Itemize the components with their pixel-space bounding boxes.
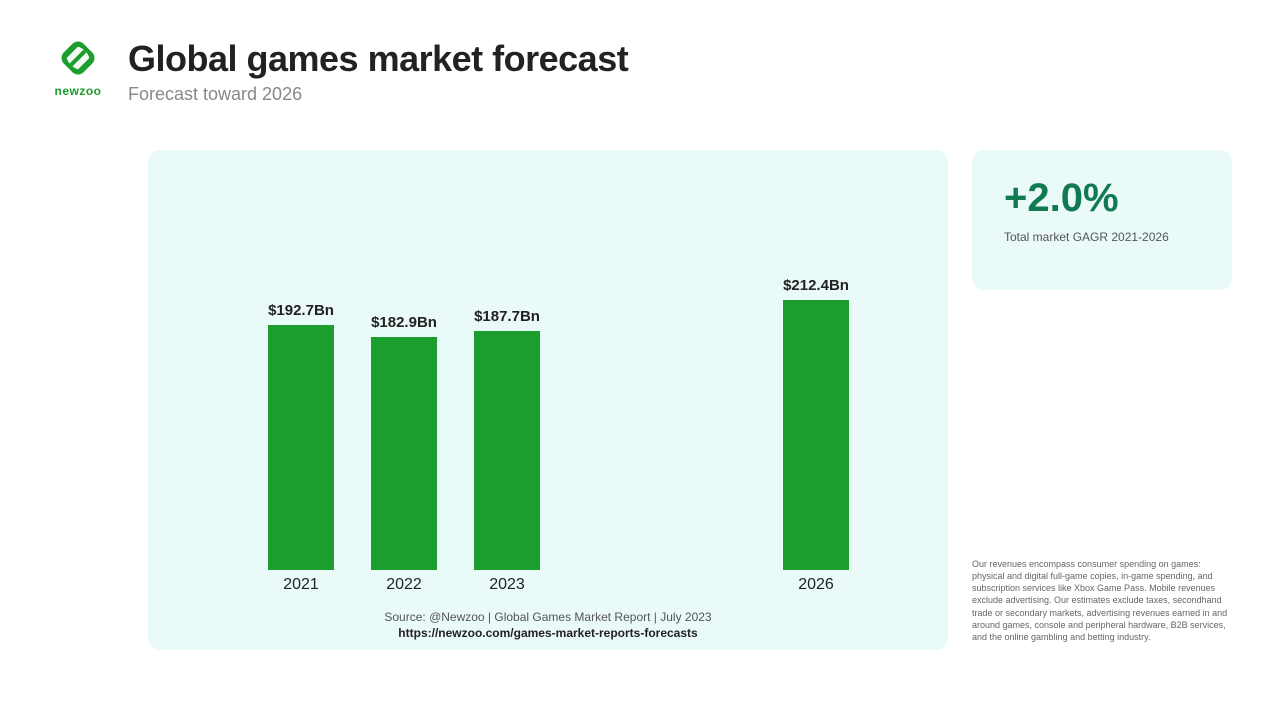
axis-label-2021: 2021 [268, 576, 334, 594]
cagr-value: +2.0% [1004, 178, 1208, 218]
chart-panel: $192.7Bn$182.9Bn$187.7Bn$212.4Bn 2021202… [148, 150, 948, 650]
axis-label-2026: 2026 [783, 576, 849, 594]
cagr-panel: +2.0% Total market GAGR 2021-2026 [972, 150, 1232, 290]
axis-row: 2021 2022 2023 2026 [188, 570, 908, 598]
axis-label-2022: 2022 [371, 576, 437, 594]
bar-rect [268, 325, 334, 570]
bar-2021: $192.7Bn [268, 302, 334, 570]
bar-2026: $212.4Bn [783, 277, 849, 570]
bar-value-label: $187.7Bn [474, 308, 540, 325]
bar-value-label: $182.9Bn [371, 314, 437, 331]
bar-value-label: $212.4Bn [783, 277, 849, 294]
bar-rect [474, 331, 540, 570]
brand-name: newzoo [55, 84, 102, 98]
bar-2022: $182.9Bn [371, 314, 437, 570]
bar-2023: $187.7Bn [474, 308, 540, 570]
footnote: Our revenues encompass consumer spending… [972, 558, 1232, 643]
axis-label-2023: 2023 [474, 576, 540, 594]
cagr-label: Total market GAGR 2021-2026 [1004, 230, 1208, 244]
bar-rect [783, 300, 849, 570]
page-subtitle: Forecast toward 2026 [128, 84, 628, 105]
chart-source: Source: @Newzoo | Global Games Market Re… [188, 610, 908, 624]
bar-rect [371, 337, 437, 570]
bars-area: $192.7Bn $182.9Bn $187.7Bn $212.4Bn [188, 180, 908, 570]
page-title: Global games market forecast [128, 38, 628, 80]
chart-source-link: https://newzoo.com/games-market-reports-… [188, 626, 908, 640]
header: newzoo Global games market forecast Fore… [48, 36, 628, 105]
brand-logo: newzoo [48, 36, 108, 98]
title-block: Global games market forecast Forecast to… [128, 36, 628, 105]
newzoo-logo-icon [56, 36, 100, 80]
bar-value-label: $192.7Bn [268, 302, 334, 319]
